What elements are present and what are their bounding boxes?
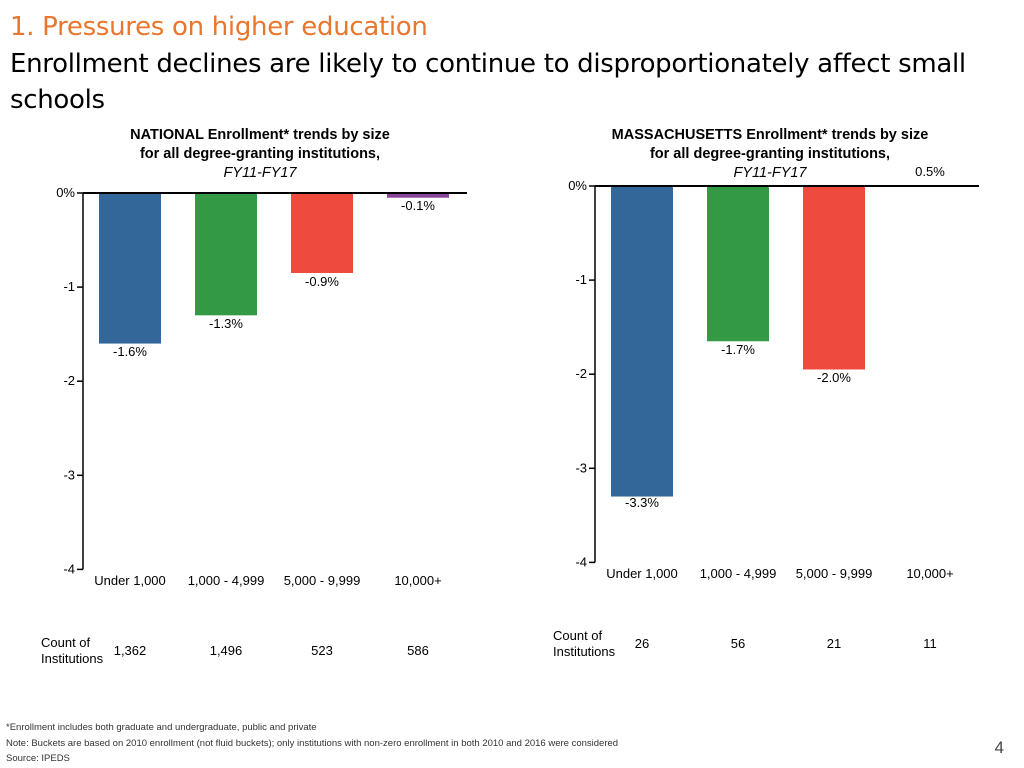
massachusetts-count-10000-plus: 11 [923, 636, 937, 651]
national-category-label-2: 5,000 - 9,999 [284, 573, 361, 588]
massachusetts-bar-1 [707, 186, 769, 342]
massachusetts-title-line2: for all degree-granting institutions, [649, 146, 891, 162]
national-data-label-2: -0.9% [305, 274, 339, 289]
national-data-label-1: -1.3% [209, 316, 243, 331]
massachusetts-data-label-2: -2.0% [817, 370, 851, 385]
massachusetts-category-label-3: 10,000+ [906, 566, 953, 581]
massachusetts-title-line1: MASSACHUSETTS Enrollment* trends by size [611, 127, 929, 143]
national-category-label-3: 10,000+ [394, 573, 441, 588]
massachusetts-data-label-0: -3.3% [625, 495, 659, 510]
national-title-line1: NATIONAL Enrollment* trends by size [130, 127, 390, 143]
massachusetts-y-tick-label: -3 [575, 460, 587, 475]
national-bar-1 [195, 193, 257, 316]
national-count-10000-plus: 586 [407, 643, 429, 658]
massachusetts-data-label-3: 0.5% [915, 164, 945, 179]
national-category-label-1: 1,000 - 4,999 [188, 573, 265, 588]
massachusetts-count-5000-9999: 21 [826, 636, 842, 651]
section-title: 1. Pressures on higher education [10, 12, 428, 42]
national-bar-0 [99, 193, 161, 344]
massachusetts-data-label-1: -1.7% [721, 342, 755, 357]
national-count-5000-9999: 523 [311, 643, 333, 658]
massachusetts-y-tick-label: -4 [575, 554, 587, 569]
national-count-1000-4999: 1,496 [209, 643, 243, 658]
massachusetts-y-tick-label: 0% [568, 178, 587, 193]
national-data-label-3: -0.1% [401, 198, 435, 213]
national-y-tick-label: -1 [63, 279, 75, 294]
national-count-under-1000: 1,362 [113, 643, 147, 658]
national-y-tick-label: -2 [63, 373, 75, 388]
massachusetts-y-tick-label: -1 [575, 272, 587, 287]
national-bar-3 [387, 193, 449, 198]
national-y-tick-label: -3 [63, 467, 75, 482]
national-y-tick-label: -4 [63, 561, 75, 576]
massachusetts-bar-0 [611, 186, 673, 497]
national-y-tick-label: 0% [56, 185, 75, 200]
source: Source: IPEDS [6, 753, 70, 764]
massachusetts-category-label-1: 1,000 - 4,999 [700, 566, 777, 581]
national-bar-2 [291, 193, 353, 273]
massachusetts-category-label-2: 5,000 - 9,999 [796, 566, 873, 581]
national-category-label-0: Under 1,000 [94, 573, 166, 588]
footnote: *Enrollment includes both graduate and u… [6, 722, 317, 733]
national-data-label-0: -1.6% [113, 344, 147, 359]
national-title-line2: for all degree-granting institutions, [139, 146, 381, 162]
massachusetts-category-label-0: Under 1,000 [606, 566, 678, 581]
national-title-range: FY11-FY17 [223, 165, 297, 181]
massachusetts-y-tick-label: -2 [575, 366, 587, 381]
headline: Enrollment declines are likely to contin… [10, 49, 966, 115]
massachusetts-chart-title: MASSACHUSETTS Enrollment* trends by size… [560, 126, 980, 183]
massachusetts-count-under-1000: 26 [634, 636, 650, 651]
national-count-label: Count of Institutions [41, 635, 104, 666]
national-chart-title: NATIONAL Enrollment* trends by size for … [60, 126, 460, 183]
massachusetts-count-1000-4999: 56 [730, 636, 746, 651]
page-number: 4 [994, 738, 1004, 757]
massachusetts-count-label: Count of Institutions [553, 628, 616, 659]
massachusetts-title-range: FY11-FY17 [733, 165, 807, 181]
massachusetts-bar-2 [803, 186, 865, 370]
footer-note: Note: Buckets are based on 2010 enrollme… [6, 738, 619, 749]
